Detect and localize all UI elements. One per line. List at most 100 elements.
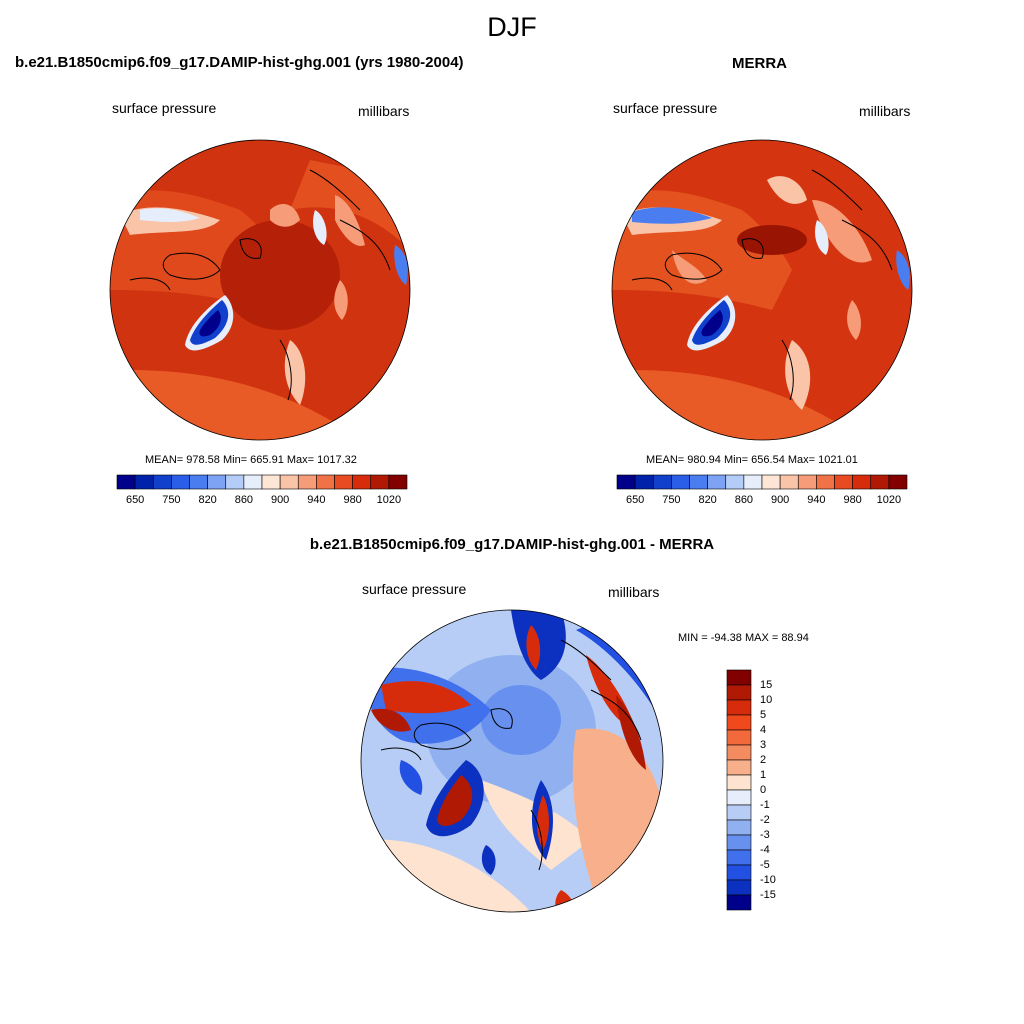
panel-3-colorbar (726, 669, 752, 911)
panel-3-colorbar-swatch (726, 804, 752, 821)
panel-2-colorbar-swatch (671, 474, 690, 490)
panel-1-colorbar-swatch (316, 474, 335, 490)
panel-1-colorbar-tick-label: 900 (270, 494, 290, 506)
panel-2-colorbar-tick-label: 860 (734, 494, 754, 506)
panel-2-colorbar-tick-label: 750 (662, 494, 681, 506)
panel-1-colorbar-swatch (352, 474, 372, 490)
panel-3-colorbar-swatch (726, 789, 752, 806)
panel-3-colorbar-swatch (726, 774, 752, 791)
panel-2-colorbar-tick-label: 980 (843, 494, 862, 506)
panel-1-colorbar-ticks: 650 750 820 860 900 940 980 1020 (117, 494, 407, 510)
panel-2-colorbar-tick-label: 820 (698, 494, 717, 506)
panel-3-colorbar-swatch (726, 729, 752, 746)
panel-1-colorbar-swatch (370, 474, 390, 490)
panel-3-colorbar-ticks: 15 10 5 4 3 2 1 0 -1 -2 -3 -4 -5 -10 -15 (760, 670, 800, 910)
panel-2-colorbar-swatch (797, 474, 817, 490)
panel-3-colorbar-tick-label: 1 (760, 769, 767, 781)
panel-2-variable-label: surface pressure (613, 100, 718, 116)
panel-2-title: MERRA (732, 55, 787, 72)
panel-1-colorbar-swatch (116, 474, 136, 490)
panel-1-colorbar-swatch (171, 474, 190, 490)
panel-1-units-label: millibars (358, 103, 410, 119)
panel-2-colorbar-swatch (743, 474, 763, 490)
panel-1-colorbar-tick-label: 650 (125, 494, 145, 506)
panel-2-colorbar-swatch (616, 474, 636, 490)
panel-3-colorbar-tick-label: 10 (760, 694, 773, 706)
panel-2-colorbar (616, 474, 908, 490)
panel-2-colorbar-swatch (852, 474, 872, 490)
panel-2-units-label: millibars (859, 103, 911, 119)
panel-1-variable-label: surface pressure (112, 100, 217, 116)
panel-1-colorbar-swatch (279, 474, 299, 490)
panel-3-colorbar-swatch (726, 699, 752, 716)
panel-2-colorbar-tick-label: 1020 (876, 494, 902, 506)
panel-1-colorbar-tick-label: 940 (307, 494, 326, 506)
panel-3-units-label: millibars (608, 584, 660, 600)
panel-2-colorbar-tick-label: 900 (770, 494, 790, 506)
panel-1-colorbar-tick-label: 750 (162, 494, 181, 506)
panel-1-colorbar-swatch (225, 474, 245, 490)
panel-2-colorbar-swatch (816, 474, 835, 490)
panel-1-colorbar-swatch (134, 474, 154, 490)
panel-1-colorbar-swatch (243, 474, 263, 490)
panel-3-colorbar-tick-label: -2 (760, 814, 770, 826)
panel-3-colorbar-swatch (726, 759, 752, 776)
panel-3-colorbar-swatch (726, 684, 752, 701)
panel-3-colorbar-tick-label: 2 (760, 754, 767, 766)
panel-2-colorbar-swatch (834, 474, 853, 490)
panel-3-colorbar-swatch (726, 744, 752, 761)
panel-3-colorbar-swatch (726, 849, 752, 866)
panel-1-colorbar-tick-label: 980 (343, 494, 362, 506)
panel-3-colorbar-tick-label: 3 (760, 739, 767, 751)
panel-3-colorbar-tick-label: -4 (760, 844, 770, 856)
panel-3-title: b.e21.B1850cmip6.f09_g17.DAMIP-hist-ghg.… (309, 536, 715, 553)
panel-3-colorbar-tick-label: 0 (760, 784, 767, 796)
panel-2-colorbar-swatch (652, 474, 672, 490)
panel-3-colorbar-swatch (726, 714, 752, 731)
panel-1-stats: MEAN= 978.58 Min= 665.91 Max= 1017.32 (145, 454, 357, 466)
panel-3-variable-label: surface pressure (362, 581, 467, 597)
panel-1-colorbar-swatch (388, 474, 408, 490)
panel-2-colorbar-swatch (779, 474, 799, 490)
panel-1-title: b.e21.B1850cmip6.f09_g17.DAMIP-hist-ghg.… (15, 54, 464, 71)
panel-3-colorbar-swatch (726, 894, 752, 911)
panel-2-colorbar-swatch (725, 474, 745, 490)
panel-3-colorbar-swatch (726, 834, 752, 851)
panel-3-colorbar-tick-label: 15 (760, 679, 773, 691)
panel-1-colorbar-tick-label: 1020 (376, 494, 402, 506)
panel-3-colorbar-tick-label: -1 (760, 799, 770, 811)
panel-3-colorbar-swatch (726, 864, 752, 881)
panel-2-stats: MEAN= 980.94 Min= 656.54 Max= 1021.01 (646, 454, 858, 466)
panel-2-colorbar-swatch (689, 474, 708, 490)
panel-3-colorbar-swatch (726, 669, 752, 686)
panel-1-colorbar-swatch (297, 474, 317, 490)
panel-2-colorbar-swatch (870, 474, 890, 490)
panel-3-colorbar-swatch (726, 879, 752, 896)
page-title: DJF (487, 12, 537, 42)
panel-2-colorbar-swatch (888, 474, 908, 490)
panel-2-colorbar-swatch (634, 474, 654, 490)
panel-3-colorbar-tick-label: 5 (760, 709, 767, 721)
panel-3-colorbar-tick-label: -15 (760, 889, 776, 901)
panel-3-colorbar-swatch (726, 819, 752, 836)
panel-1-colorbar-swatch (189, 474, 208, 490)
panel-2-colorbar-swatch (761, 474, 781, 490)
panel-3-colorbar-tick-label: -10 (760, 874, 776, 886)
panel-2-colorbar-swatch (707, 474, 727, 490)
panel-2-colorbar-ticks: 650 750 820 860 900 940 980 1020 (617, 494, 907, 510)
panel-2-polar-map (611, 139, 913, 441)
panel-1-colorbar-swatch (261, 474, 281, 490)
panel-3-colorbar-tick-label: 4 (760, 724, 767, 736)
panel-1-polar-map (109, 139, 411, 441)
panel-2-colorbar-tick-label: 650 (625, 494, 645, 506)
panel-3-polar-map (360, 609, 664, 913)
panel-1-colorbar-swatch (334, 474, 353, 490)
panel-2-colorbar-tick-label: 940 (807, 494, 826, 506)
panel-1-colorbar-swatch (152, 474, 172, 490)
panel-1-colorbar-swatch (207, 474, 227, 490)
panel-1-colorbar-tick-label: 820 (198, 494, 217, 506)
panel-1-colorbar-tick-label: 860 (234, 494, 254, 506)
panel-3-colorbar-tick-label: -3 (760, 829, 770, 841)
panel-1-colorbar (116, 474, 408, 490)
panel-3-stats: MIN = -94.38 MAX = 88.94 (678, 632, 809, 644)
